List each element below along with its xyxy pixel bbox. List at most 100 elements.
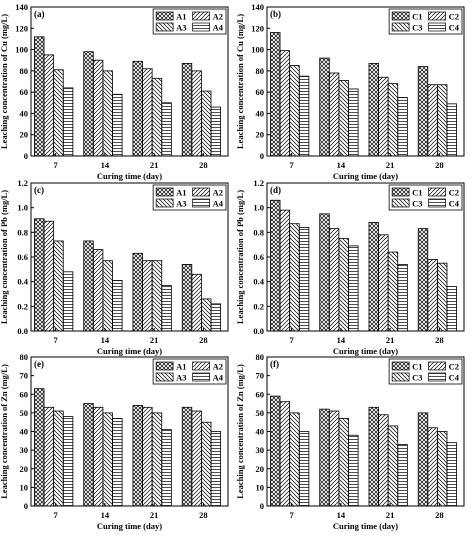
bar xyxy=(368,406,379,507)
bar xyxy=(427,427,438,507)
legend-entry: C4 xyxy=(449,199,460,209)
bar xyxy=(298,226,310,332)
bar xyxy=(436,84,448,157)
x-axis-label: Curing time (day) xyxy=(333,171,398,181)
panel-label: (f) xyxy=(270,359,279,369)
x-tick-label: 14 xyxy=(337,335,346,345)
bar xyxy=(289,65,300,157)
panel-label: (c) xyxy=(34,185,44,195)
bar xyxy=(83,51,94,157)
bar xyxy=(378,414,389,507)
x-tick-label: 7 xyxy=(290,160,295,170)
legend-swatch xyxy=(192,361,210,371)
legend-entry: C2 xyxy=(449,362,459,372)
bar xyxy=(368,63,379,157)
bar xyxy=(328,228,340,332)
y-tick-label: 50 xyxy=(256,408,265,418)
bar xyxy=(34,218,45,332)
y-axis-label: Leaching concentration of Pb (mg/L) xyxy=(235,190,245,324)
y-tick-label: 1.2 xyxy=(253,178,264,188)
legend-entry: A4 xyxy=(213,23,224,33)
bar xyxy=(446,286,458,332)
bar xyxy=(338,80,349,157)
x-tick-label: 28 xyxy=(435,160,444,170)
legend-swatch xyxy=(428,187,446,197)
bar xyxy=(112,93,123,157)
y-tick-label: 0.4 xyxy=(17,277,28,287)
legend-swatch xyxy=(391,22,410,32)
bar xyxy=(112,280,123,332)
legend-entry: A1 xyxy=(176,12,186,22)
y-tick-label: 40 xyxy=(256,108,265,118)
x-axis-label: Curing time (day) xyxy=(97,171,162,181)
legend-swatch xyxy=(155,22,174,32)
x-tick-label: 7 xyxy=(290,335,295,345)
panel-label: (d) xyxy=(270,185,281,195)
x-axis-label: Curing time (day) xyxy=(97,346,162,356)
legend-entry: A2 xyxy=(213,188,223,198)
bar xyxy=(53,69,64,157)
chart-panel: 0 20 40 60 80 100 120 140 7 14 21 28 Curing time (da… xyxy=(235,2,465,181)
bar xyxy=(387,251,399,332)
bar xyxy=(102,260,113,332)
y-tick-label: 0.8 xyxy=(17,227,28,237)
bar xyxy=(62,416,74,507)
y-tick-label: 1.0 xyxy=(17,203,28,213)
y-tick-label: 20 xyxy=(20,464,29,474)
legend-entry: C4 xyxy=(449,373,460,383)
y-tick-label: 1.0 xyxy=(253,203,264,213)
bar xyxy=(92,59,104,157)
legend-swatch xyxy=(428,11,446,21)
bar xyxy=(132,252,143,332)
y-tick-label: 20 xyxy=(20,130,29,140)
y-tick-label: 80 xyxy=(20,352,29,362)
y-tick-label: 0.6 xyxy=(253,252,264,262)
y-tick-label: 80 xyxy=(256,352,265,362)
legend-entry: A4 xyxy=(213,373,224,383)
legend-entry: C3 xyxy=(412,23,422,33)
legend-entry: A3 xyxy=(176,199,186,209)
legend-swatch xyxy=(155,187,174,197)
legend-swatch xyxy=(428,361,446,371)
legend-entry: A1 xyxy=(176,362,186,372)
bar xyxy=(289,412,300,507)
y-tick-label: 70 xyxy=(20,371,29,381)
bar xyxy=(151,412,163,507)
bar xyxy=(43,220,55,332)
bar xyxy=(92,249,104,332)
bar xyxy=(201,298,212,332)
bar xyxy=(279,401,291,507)
y-axis-label: Leaching concentration of Pb (mg/L) xyxy=(0,190,9,324)
bar xyxy=(34,388,45,507)
bar xyxy=(112,418,123,507)
x-tick-label: 21 xyxy=(150,510,159,520)
legend-swatch xyxy=(428,372,446,382)
bar xyxy=(181,63,193,157)
y-tick-label: 60 xyxy=(20,389,29,399)
bar xyxy=(270,199,281,332)
legend-swatch xyxy=(391,198,410,208)
legend-swatch xyxy=(192,198,210,208)
y-tick-label: 0.0 xyxy=(253,326,264,336)
bar xyxy=(397,263,408,332)
bar xyxy=(417,66,429,157)
bar xyxy=(53,240,64,332)
bar xyxy=(102,412,113,507)
legend-entry: C3 xyxy=(412,373,422,383)
bar xyxy=(417,412,429,507)
y-tick-label: 140 xyxy=(251,2,264,12)
legend-entry: C2 xyxy=(449,12,459,22)
y-axis-label: Leaching concentration of Cu (mg/L) xyxy=(235,14,245,149)
x-tick-label: 21 xyxy=(386,510,395,520)
bar xyxy=(34,36,45,157)
legend-swatch xyxy=(428,22,446,32)
y-axis-label: Leaching concentration of Zn (mg/L) xyxy=(0,364,9,499)
y-tick-label: 30 xyxy=(20,445,29,455)
y-axis-label: Leaching concentration of Zn (mg/L) xyxy=(235,364,245,499)
x-axis-label: Curing time (day) xyxy=(333,521,398,531)
y-tick-label: 100 xyxy=(251,45,264,55)
bar xyxy=(446,442,458,507)
bar xyxy=(83,240,94,332)
bar xyxy=(191,273,202,332)
